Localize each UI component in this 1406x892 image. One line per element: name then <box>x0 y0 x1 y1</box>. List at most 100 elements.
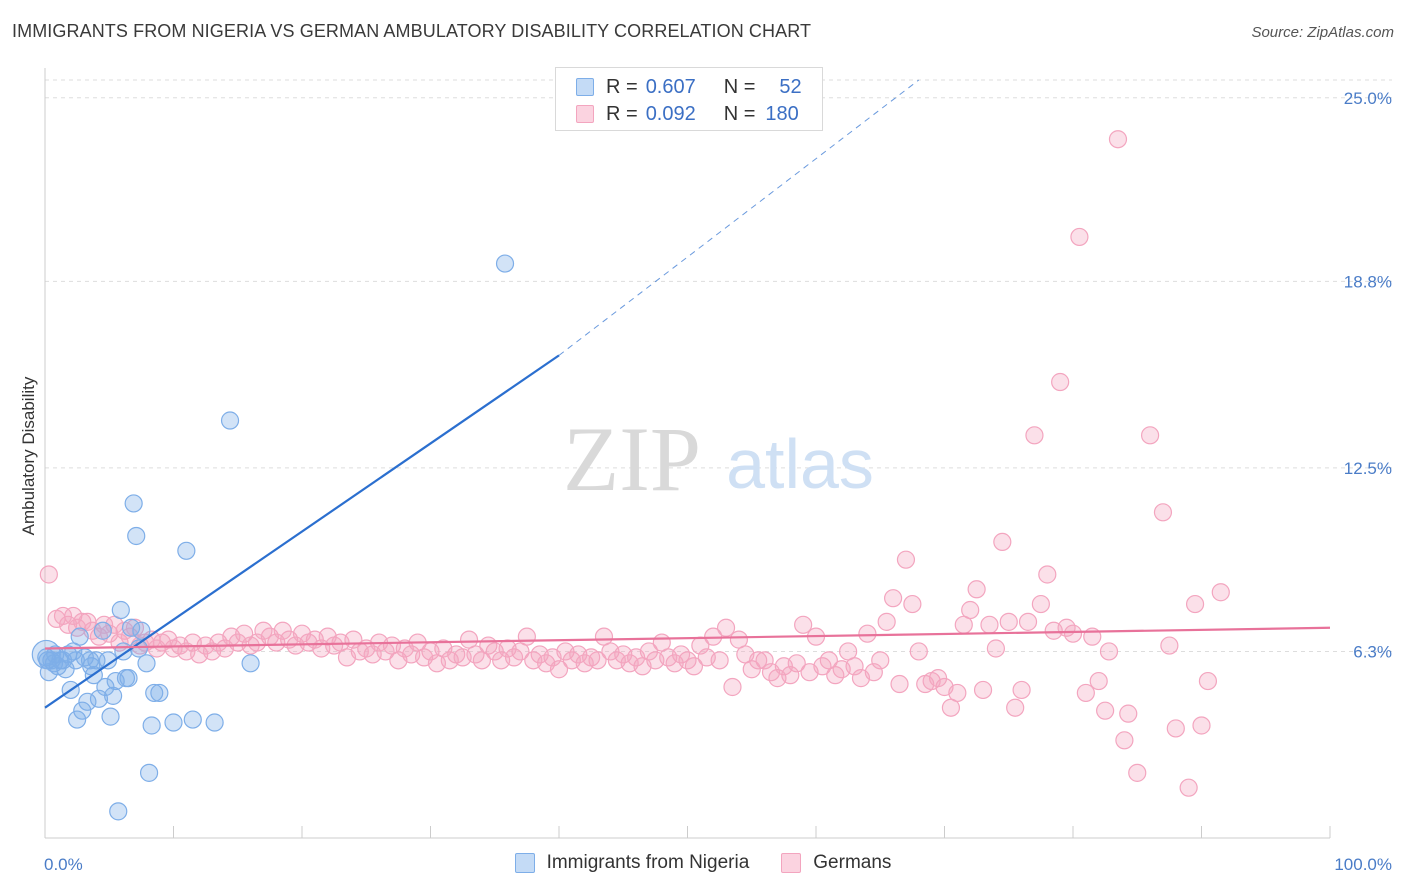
chart-title: IMMIGRANTS FROM NIGERIA VS GERMAN AMBULA… <box>12 21 812 41</box>
nigeria-point <box>78 692 97 711</box>
legend-swatch-nigeria <box>576 78 594 96</box>
nigeria-point <box>68 710 87 729</box>
nigeria-point-large <box>31 639 61 670</box>
germans-point <box>928 669 948 688</box>
germans-point <box>909 642 928 661</box>
gridlines <box>45 79 1392 652</box>
nigeria-point <box>132 621 151 640</box>
germans-point <box>986 639 1006 658</box>
germans-point <box>1031 594 1050 614</box>
legend-swatch-germans <box>576 105 594 123</box>
y-tick-label: 25.0% <box>1344 89 1392 108</box>
germans-point <box>1160 636 1179 655</box>
germans-point <box>1108 130 1128 149</box>
nigeria-point <box>119 669 138 688</box>
germans-point <box>864 663 883 682</box>
x-tick-label: 0.0% <box>44 855 83 874</box>
nigeria-point <box>73 701 92 720</box>
germans-point <box>980 615 999 634</box>
germans-point <box>967 580 986 599</box>
nigeria-point <box>93 621 112 640</box>
legend-label-germans: Germans <box>813 852 892 873</box>
germans-point <box>1051 372 1070 392</box>
nigeria-point <box>145 683 164 703</box>
nigeria-point <box>80 651 100 670</box>
y-tick-label: 12.5% <box>1344 459 1392 478</box>
nigeria-point <box>101 707 120 726</box>
germans-point <box>1018 612 1038 631</box>
nigeria-point <box>142 716 161 735</box>
germans-point <box>1070 227 1089 247</box>
germans-point <box>1038 565 1057 584</box>
axes <box>44 68 1331 839</box>
legend-n-label: N = <box>723 75 756 98</box>
nigeria-point <box>150 683 169 703</box>
germans-point <box>787 654 806 673</box>
germans-point <box>877 612 896 631</box>
nigeria-point <box>183 710 202 729</box>
germans-point <box>1128 763 1147 782</box>
nigeria-point <box>205 713 224 732</box>
germans-point <box>53 606 73 626</box>
germans-point <box>710 651 729 670</box>
nigeria-point <box>139 763 159 782</box>
germans-point <box>723 677 742 697</box>
legend-r-label: R = <box>606 75 638 98</box>
nigeria-point <box>137 654 156 673</box>
germans-point <box>1185 594 1205 614</box>
germans-point <box>993 532 1012 552</box>
series-legend: Immigrants from Nigeria Germans <box>0 852 1406 874</box>
legend-n-value: 52 <box>779 75 802 98</box>
trend-line-nigeria <box>44 354 560 709</box>
germans-point <box>517 627 536 646</box>
legend-r-label: R = <box>606 102 638 125</box>
germans-point <box>1076 683 1095 703</box>
germans-point <box>755 651 774 670</box>
germans-point <box>1025 426 1044 445</box>
nigeria-point <box>177 541 196 560</box>
trend-line-nigeria-extension <box>558 79 920 356</box>
germans-point <box>39 565 58 584</box>
nigeria-point <box>104 686 123 705</box>
germans-point <box>1119 704 1138 723</box>
correlation-legend: R = 0.607 N = 52 R = 0.092 N = 180 <box>555 67 823 131</box>
germans-point <box>794 615 813 634</box>
germans-point <box>1140 426 1160 445</box>
germans-point <box>684 657 704 676</box>
trend-lines <box>44 79 1331 709</box>
germans-point <box>858 624 877 643</box>
germans-point <box>235 624 254 643</box>
nigeria-point <box>109 802 128 821</box>
x-tick-label: 100.0% <box>1334 855 1392 874</box>
nigeria-point <box>127 526 146 546</box>
nigeria-point <box>98 651 118 670</box>
germans-point <box>999 612 1018 631</box>
germans-point <box>1153 503 1173 522</box>
y-tick-label: 6.3% <box>1353 642 1392 661</box>
y-tick-label: 18.8% <box>1344 272 1392 291</box>
germans-point <box>273 621 292 640</box>
series-germans-points <box>39 130 1230 797</box>
germans-point <box>716 618 736 637</box>
germans-point <box>749 651 768 670</box>
legend-item-nigeria: Immigrants from Nigeria <box>514 852 749 874</box>
germans-point <box>742 660 761 679</box>
legend-row-nigeria: R = 0.607 N = 52 <box>576 74 802 100</box>
germans-point <box>159 630 178 649</box>
germans-point <box>1115 731 1134 750</box>
germans-point <box>903 594 922 614</box>
germans-point <box>639 642 659 661</box>
germans-point <box>896 550 916 569</box>
nigeria-point <box>220 411 240 430</box>
germans-point <box>95 615 114 634</box>
germans-point <box>1166 719 1185 738</box>
germans-point <box>549 660 569 679</box>
germans-point <box>1006 698 1025 717</box>
watermark-zip: ZIP <box>563 408 701 510</box>
legend-swatch-germans <box>781 853 802 873</box>
legend-n-value: 180 <box>765 102 799 125</box>
legend-row-germans: R = 0.092 N = 180 <box>576 101 799 127</box>
nigeria-point <box>241 654 260 673</box>
germans-point <box>1012 680 1031 700</box>
trend-line-germans <box>44 626 1331 650</box>
